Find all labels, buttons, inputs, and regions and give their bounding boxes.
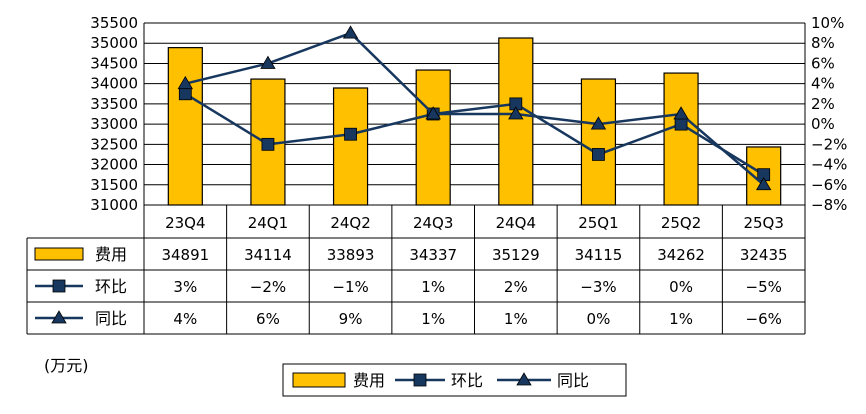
category-label: 24Q1	[248, 214, 288, 232]
cell-环比-24Q1: −2%	[250, 278, 286, 296]
cell-环比-24Q3: 1%	[421, 278, 445, 296]
legend-label: 费用	[353, 371, 385, 390]
left-tick-label: 33500	[90, 95, 138, 113]
category-label: 25Q3	[743, 214, 783, 232]
bar-24Q4	[498, 37, 534, 206]
point-同比-24Q2	[342, 25, 359, 39]
bar-24Q2	[332, 87, 369, 206]
right-tick-label: −4%	[811, 156, 847, 174]
cell-同比-25Q1: 0%	[587, 310, 611, 328]
legend-key-环比	[413, 373, 427, 387]
point-同比-25Q1	[590, 116, 607, 130]
cell-环比-23Q4: 3%	[173, 278, 197, 296]
left-tick-label: 31500	[90, 176, 138, 194]
cell-同比-24Q4: 1%	[504, 310, 528, 328]
table-key-同比	[51, 310, 67, 324]
point-同比-24Q4	[508, 106, 524, 120]
cell-同比-25Q2: 1%	[669, 310, 693, 328]
cell-环比-25Q2: 0%	[669, 278, 693, 296]
cell-环比-25Q3: −5%	[746, 278, 782, 296]
cell-环比-24Q4: 2%	[504, 278, 528, 296]
line-同比	[185, 31, 765, 186]
right-tick-label: 8%	[811, 34, 835, 52]
legend-key-同比	[516, 372, 532, 386]
category-label: 24Q2	[330, 214, 370, 232]
row-label: 同比	[95, 309, 127, 328]
point-环比-25Q2	[674, 117, 688, 131]
bar-25Q1	[580, 78, 617, 206]
cell-同比-24Q2: 9%	[339, 310, 363, 328]
left-tick-label: 35500	[90, 14, 138, 32]
cell-费用-25Q3: 32435	[740, 246, 788, 264]
legend: 费用 环比 同比	[282, 363, 627, 397]
axes: 31000 −8% 31500 −6% 32000 −4% 32500 −2% 33000 0% 3…	[90, 14, 847, 214]
bar-25Q2	[663, 72, 699, 206]
point-环比-24Q1	[261, 137, 275, 151]
left-tick-label: 31000	[90, 196, 138, 214]
cell-费用-24Q1: 34114	[244, 246, 292, 264]
right-tick-label: 10%	[811, 14, 844, 32]
right-tick-label: 6%	[811, 54, 835, 72]
legend-label: 同比	[557, 371, 589, 390]
right-tick-label: −6%	[811, 176, 847, 194]
left-tick-label: 35000	[90, 34, 138, 52]
point-同比-24Q3	[425, 106, 441, 120]
line-series	[177, 25, 772, 191]
legend-key-费用	[292, 372, 346, 388]
right-tick-label: 2%	[811, 95, 835, 113]
cell-同比-24Q3: 1%	[421, 310, 445, 328]
row-label: 环比	[95, 277, 127, 296]
right-tick-label: 4%	[811, 75, 835, 93]
cell-同比-24Q1: 6%	[256, 310, 280, 328]
point-环比-24Q2	[344, 127, 357, 141]
left-tick-label: 34500	[90, 54, 138, 72]
cell-环比-25Q1: −3%	[580, 278, 616, 296]
category-label: 24Q4	[496, 214, 536, 232]
category-label: 24Q3	[413, 214, 453, 232]
unit-label: (万元)	[44, 356, 89, 375]
point-同比-24Q1	[260, 55, 276, 69]
table-key-费用	[34, 247, 84, 261]
category-label: 23Q4	[165, 214, 205, 232]
left-tick-label: 32500	[90, 135, 138, 153]
left-tick-label: 34000	[90, 75, 138, 93]
cell-同比-23Q4: 4%	[173, 310, 197, 328]
right-tick-label: 0%	[811, 115, 835, 133]
cell-费用-24Q2: 33893	[327, 246, 375, 264]
left-tick-label: 32000	[90, 156, 138, 174]
bar-23Q4	[167, 47, 203, 206]
point-同比-25Q3	[755, 176, 772, 191]
cell-费用-24Q4: 35129	[492, 246, 540, 264]
cell-费用-25Q1: 34115	[575, 246, 623, 264]
left-tick-label: 33000	[90, 115, 138, 133]
cell-费用-24Q3: 34337	[409, 246, 457, 264]
point-同比-25Q2	[673, 106, 689, 120]
row-label: 费用	[95, 245, 127, 264]
right-tick-label: −2%	[811, 135, 847, 153]
cell-费用-23Q4: 34891	[161, 246, 209, 264]
cell-费用-25Q2: 34262	[657, 246, 705, 264]
bar-24Q3	[415, 69, 451, 206]
cell-同比-25Q3: −6%	[746, 310, 782, 328]
line-环比	[184, 92, 765, 176]
data-table: 23Q4 24Q1 24Q2 24Q3 24Q4 25Q1 25Q2 25Q3 费用 34891 3…	[26, 204, 806, 335]
category-label: 25Q1	[578, 214, 618, 232]
table-key-环比	[52, 279, 66, 293]
cell-环比-24Q2: −1%	[332, 278, 368, 296]
category-label: 25Q2	[661, 214, 701, 232]
legend-label: 环比	[451, 371, 483, 390]
point-环比-23Q4	[178, 87, 192, 101]
point-环比-25Q1	[592, 148, 605, 161]
point-同比-23Q4	[177, 75, 194, 90]
right-tick-label: −8%	[811, 196, 847, 214]
